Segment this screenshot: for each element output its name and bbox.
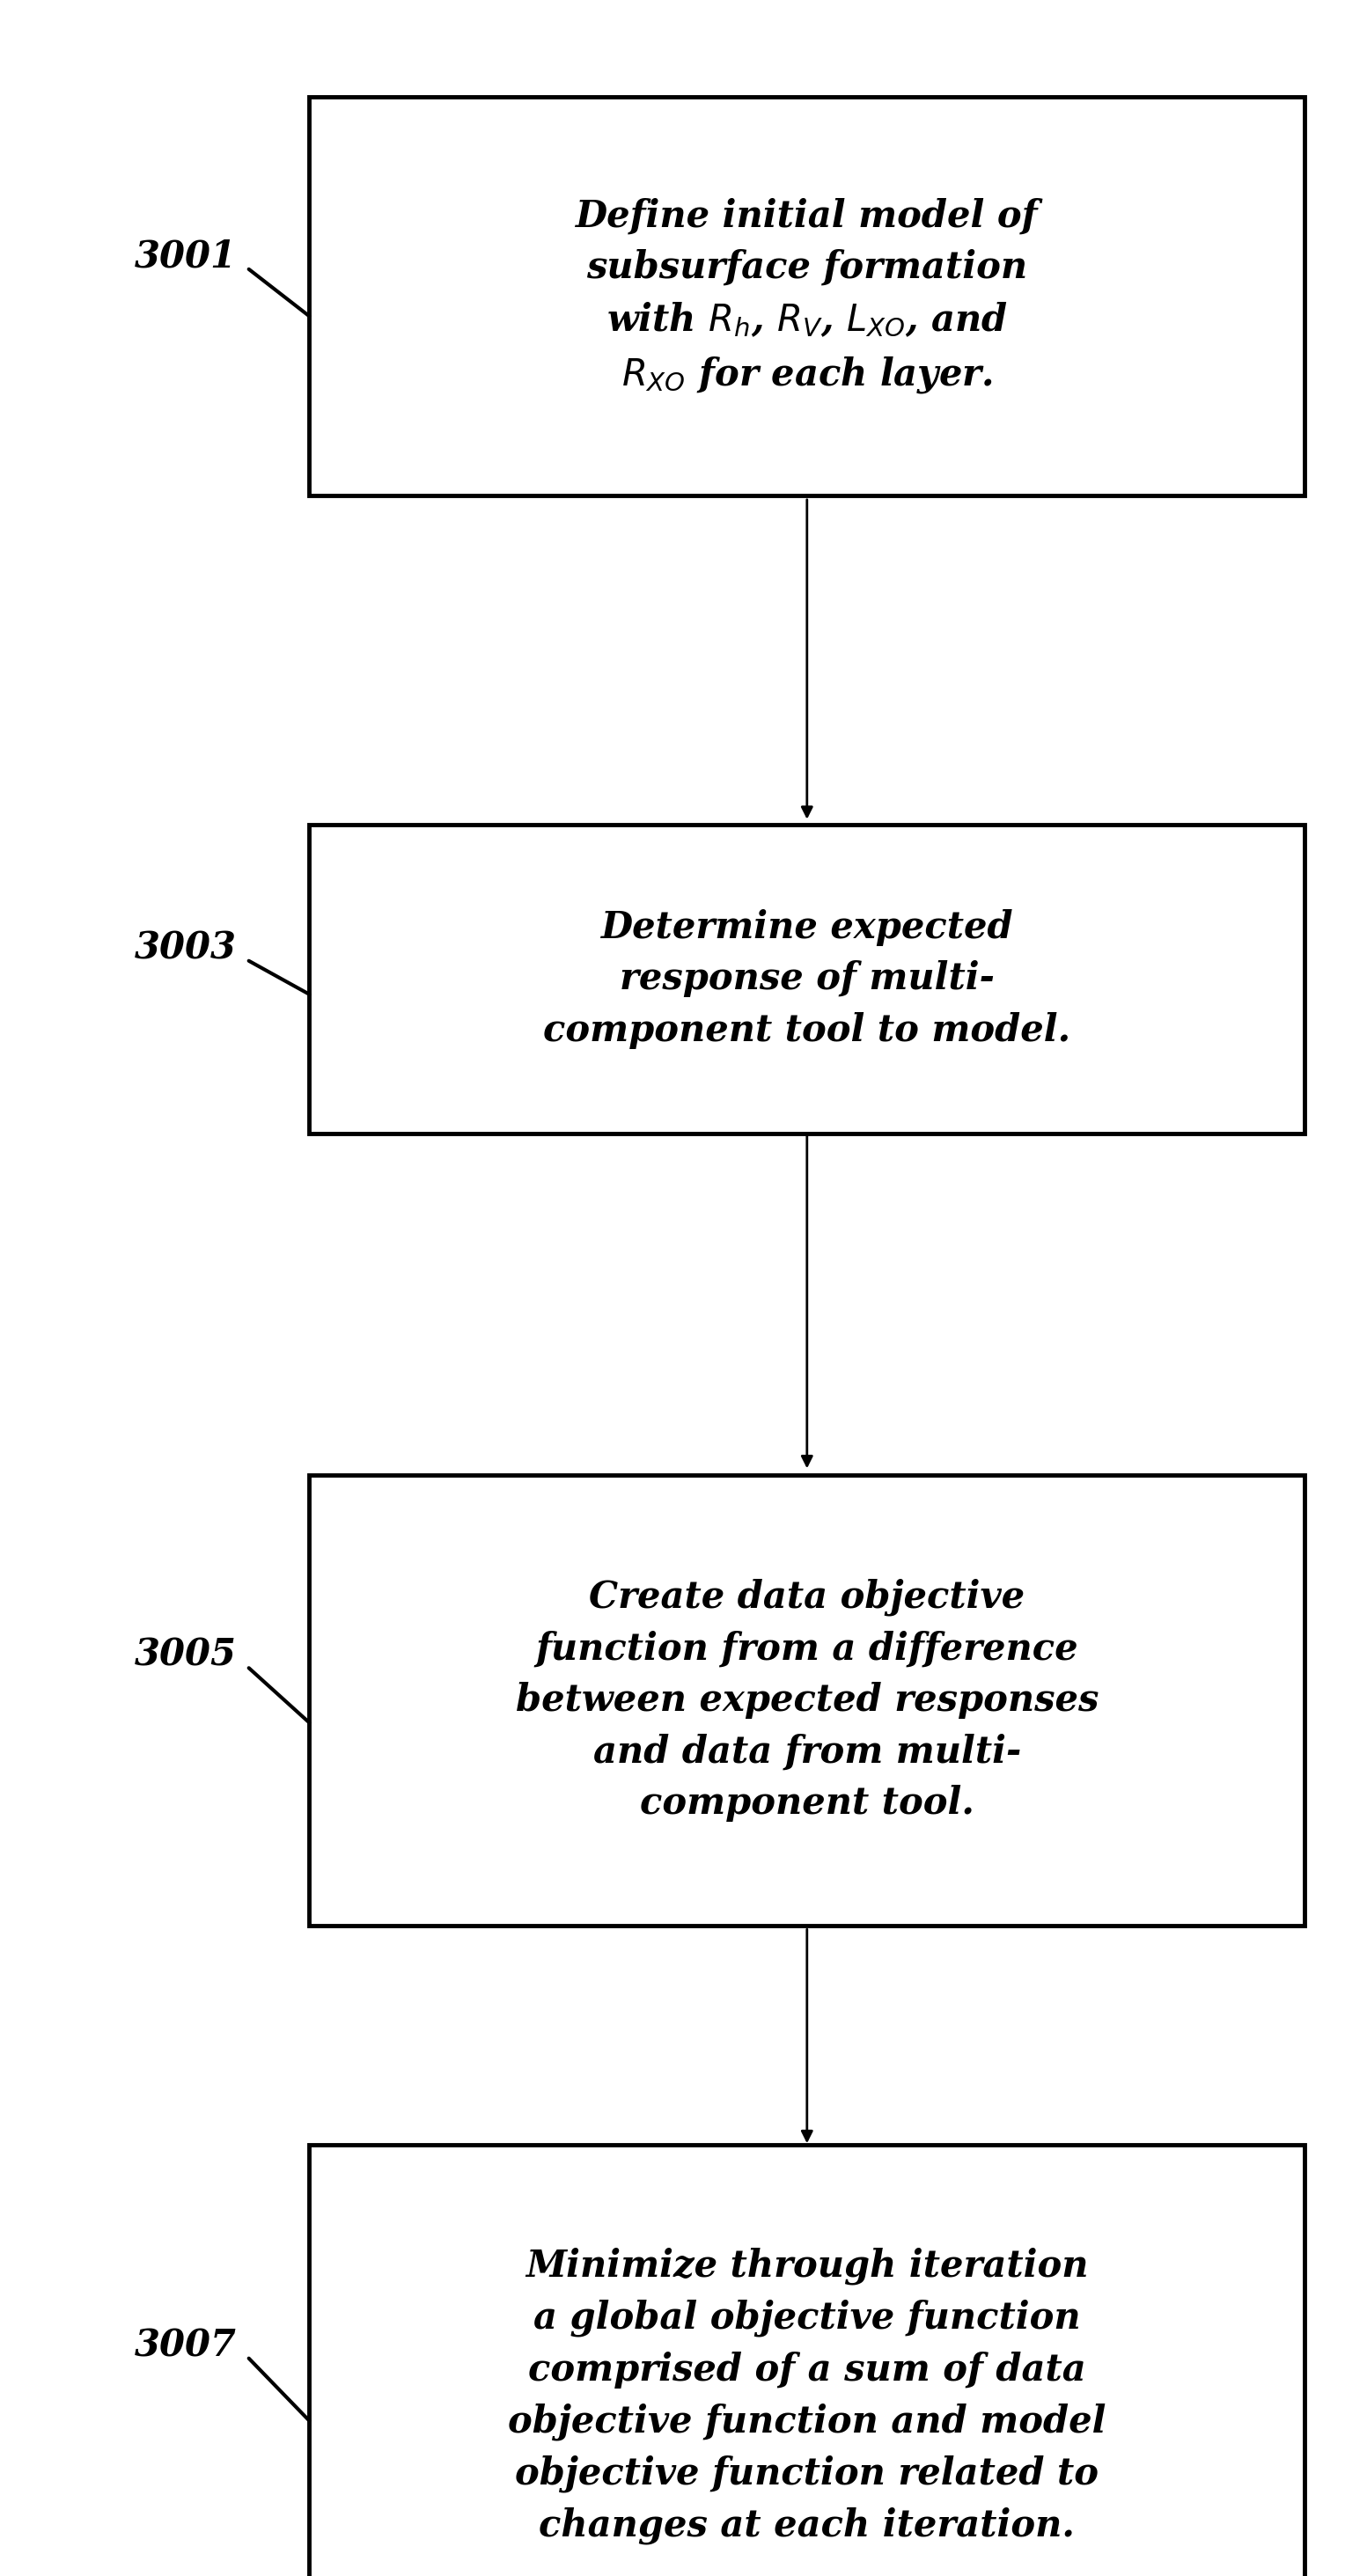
Text: 3001: 3001: [134, 237, 237, 276]
Text: Define initial model of
subsurface formation
with $\mathit{R_h}$, $\mathit{R_V}$: Define initial model of subsurface forma…: [576, 198, 1038, 394]
Bar: [309, 824, 1305, 1133]
Text: Determine expected
response of multi-
component tool to model.: Determine expected response of multi- co…: [543, 909, 1071, 1048]
Bar: [309, 98, 1305, 497]
Text: 3005: 3005: [134, 1636, 237, 1674]
Bar: [309, 2143, 1305, 2576]
Bar: [309, 1473, 1305, 1924]
Text: Create data objective
function from a difference
between expected responses
and : Create data objective function from a di…: [515, 1579, 1099, 1821]
Text: 3007: 3007: [134, 2326, 237, 2365]
Text: Minimize through iteration
a global objective function
comprised of a sum of dat: Minimize through iteration a global obje…: [508, 2246, 1106, 2545]
Text: 3003: 3003: [134, 930, 237, 966]
